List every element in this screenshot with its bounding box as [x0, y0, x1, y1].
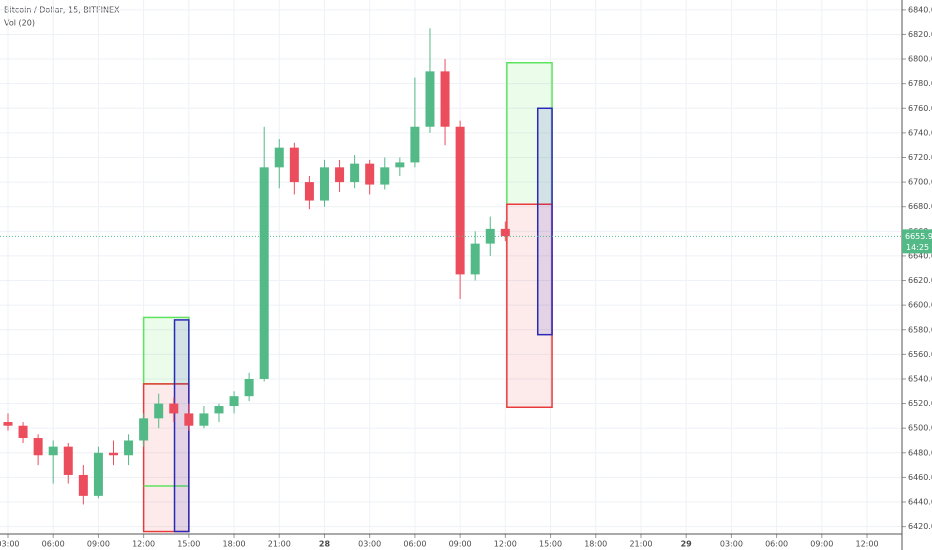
y-tick-label: 6500.0	[908, 424, 932, 433]
candle-body	[500, 228, 510, 237]
x-tick-label: 06:00	[403, 540, 426, 549]
x-tick-label: 15:00	[177, 540, 200, 549]
candle-body	[410, 126, 420, 163]
candle-body	[485, 228, 495, 244]
y-tick-label: 6680.0	[908, 202, 932, 211]
x-tick-label: 21:00	[268, 540, 291, 549]
y-tick-label: 6700.0	[908, 178, 932, 187]
candle-body	[124, 440, 134, 456]
x-tick-label: 09:00	[87, 540, 110, 549]
y-tick-label: 6540.0	[908, 374, 932, 383]
y-tick-label: 6580.0	[908, 325, 932, 334]
y-tick-label: 6760.0	[908, 104, 932, 113]
x-tick-label: 28	[319, 540, 331, 549]
candle-body	[470, 243, 480, 275]
volume-label: Vol (20)	[4, 19, 35, 28]
y-tick-label: 6440.0	[908, 498, 932, 507]
candle-body	[229, 396, 239, 407]
candle-body	[169, 403, 179, 414]
candle-body	[3, 422, 13, 426]
y-tick-label: 6560.0	[908, 350, 932, 359]
candle-body	[78, 474, 88, 496]
candle-body	[108, 452, 118, 456]
candle-body	[455, 126, 465, 275]
candle-body	[33, 438, 43, 456]
x-tick-label: 12:00	[856, 540, 879, 549]
candle-body	[154, 403, 164, 419]
candle-body	[425, 71, 435, 127]
y-tick-label: 6520.0	[908, 399, 932, 408]
y-tick-label: 6480.0	[908, 448, 932, 457]
x-tick-label: 03:00	[720, 540, 743, 549]
y-tick-label: 6820.0	[908, 30, 932, 39]
y-tick-label: 6640.0	[908, 251, 932, 260]
candle-body	[139, 418, 149, 441]
candle-body	[199, 413, 209, 426]
position-box	[536, 107, 553, 336]
candle-body	[48, 446, 58, 456]
y-tick-label: 6620.0	[908, 276, 932, 285]
x-tick-label: 09:00	[449, 540, 472, 549]
y-tick-label: 6780.0	[908, 79, 932, 88]
y-tick-label: 6600.0	[908, 301, 932, 310]
candle-body	[63, 446, 73, 475]
candle-body	[93, 452, 103, 496]
candle-body	[184, 413, 194, 426]
candle-body	[365, 163, 375, 185]
y-tick-label: 6840.0	[908, 5, 932, 14]
y-tick-label: 6460.0	[908, 473, 932, 482]
countdown-label: 14:25	[906, 243, 929, 252]
x-tick-label: 21:00	[629, 540, 652, 549]
candle-body	[319, 167, 329, 201]
candle-body	[214, 406, 224, 414]
y-tick-label: 6740.0	[908, 128, 932, 137]
candle-body	[350, 163, 360, 183]
y-tick-label: 6720.0	[908, 153, 932, 162]
x-tick-label: 09:00	[810, 540, 833, 549]
last-price-label: 6655.9	[905, 232, 932, 241]
candle-body	[440, 71, 450, 127]
x-tick-label: 06:00	[42, 540, 65, 549]
candle-body	[259, 167, 269, 379]
x-tick-label: 29	[681, 540, 693, 549]
candle-body	[395, 162, 405, 168]
x-tick-label: 15:00	[539, 540, 562, 549]
candle-body	[304, 182, 314, 201]
candle-body	[289, 147, 299, 183]
x-tick-label: 03:00	[358, 540, 381, 549]
y-tick-label: 6420.0	[908, 522, 932, 531]
position-box	[506, 62, 553, 205]
candle-body	[274, 147, 284, 168]
candle-body	[335, 167, 345, 183]
candle-body	[380, 167, 390, 185]
candle-body	[244, 378, 254, 397]
x-tick-label: 18:00	[223, 540, 246, 549]
x-tick-label: 12:00	[494, 540, 517, 549]
last-price-tag	[902, 229, 932, 254]
x-tick-label: 03:00	[0, 540, 20, 549]
candle-body	[18, 425, 28, 439]
y-tick-label: 6800.0	[908, 55, 932, 64]
x-tick-label: 18:00	[584, 540, 607, 549]
x-tick-label: 06:00	[765, 540, 788, 549]
position-box	[173, 319, 190, 533]
x-tick-label: 12:00	[132, 540, 155, 549]
